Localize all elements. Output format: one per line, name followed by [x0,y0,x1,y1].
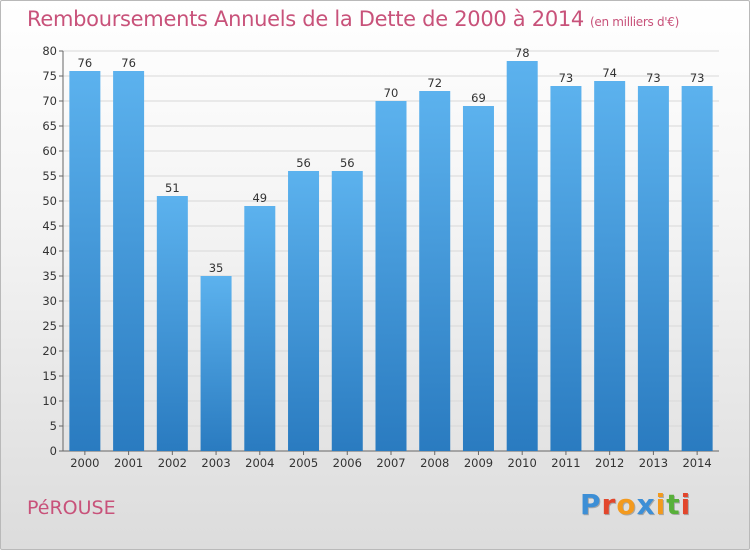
bar [419,91,451,451]
bar [113,71,145,451]
y-tick-label: 65 [42,119,57,133]
logo-letter: P [580,488,602,521]
x-tick-label: 2001 [114,456,143,470]
y-tick-label: 30 [42,294,57,308]
data-label: 35 [209,261,224,275]
bars [69,61,713,451]
data-label: 56 [296,156,311,170]
x-tick-label: 2014 [682,456,711,470]
y-tick-label: 35 [42,269,57,283]
logo-letter: r [601,488,617,521]
y-tick-label: 75 [42,69,57,83]
data-label: 76 [78,56,93,70]
data-label: 51 [165,181,180,195]
data-label: 74 [602,66,617,80]
x-tick-label: 2013 [639,456,668,470]
y-tick-label: 50 [42,194,57,208]
y-tick-label: 25 [42,319,57,333]
chart-title: Remboursements Annuels de la Dette de 20… [27,7,679,31]
logo-letter: i [655,488,667,521]
data-label: 73 [690,71,705,85]
y-tick-label: 80 [42,44,57,58]
y-tick-label: 0 [50,444,57,458]
data-label: 78 [515,46,530,60]
x-tick-label: 2003 [201,456,230,470]
data-label: 73 [646,71,661,85]
data-labels: 76 76 51 35 49 56 56 70 72 69 78 73 74 73 73 [78,46,705,275]
bar [244,206,276,451]
logo-letter: i [680,488,692,521]
bar [69,71,101,451]
y-tick-label: 45 [42,219,57,233]
data-label: 56 [340,156,355,170]
x-tick-label: 2009 [464,456,493,470]
bar [637,86,669,451]
x-tick-label: 2000 [70,456,99,470]
chart-subtitle: (en milliers d'€) [590,15,680,29]
logo-letter: t [666,488,681,521]
proxiti-logo[interactable]: Proxiti [580,488,691,521]
x-tick-label: 2007 [376,456,405,470]
bar [375,101,407,451]
y-tick-label: 70 [42,94,57,108]
commune-name: PéROUSE [27,497,116,519]
x-tick-label: 2008 [420,456,449,470]
bar [594,81,626,451]
y-tick-label: 15 [42,369,57,383]
bar [156,196,188,451]
x-tick-label: 2002 [158,456,187,470]
y-tick-label: 40 [42,244,57,258]
y-tick-label: 60 [42,144,57,158]
bar [331,171,363,451]
bar [288,171,320,451]
bar [462,106,494,451]
x-tick-label: 2011 [551,456,580,470]
chart-title-text: Remboursements Annuels de la Dette de 20… [27,7,584,31]
logo-letter: x [636,488,656,521]
y-tick-label: 55 [42,169,57,183]
bar [506,61,538,451]
bar [550,86,582,451]
y-tick-label: 10 [42,394,57,408]
data-label: 72 [427,76,442,90]
data-label: 76 [121,56,136,70]
data-label: 73 [559,71,574,85]
x-tick-label: 2010 [508,456,537,470]
x-tick-label: 2006 [333,456,362,470]
logo-letter: o [616,488,637,521]
bar [200,276,232,451]
bar [681,86,713,451]
data-label: 49 [252,191,267,205]
x-tick-label: 2005 [289,456,318,470]
y-tick-label: 20 [42,344,57,358]
data-label: 70 [384,86,399,100]
y-tick-label: 5 [50,419,57,433]
x-tick-label: 2004 [245,456,274,470]
data-label: 69 [471,91,486,105]
x-tick-label: 2012 [595,456,624,470]
